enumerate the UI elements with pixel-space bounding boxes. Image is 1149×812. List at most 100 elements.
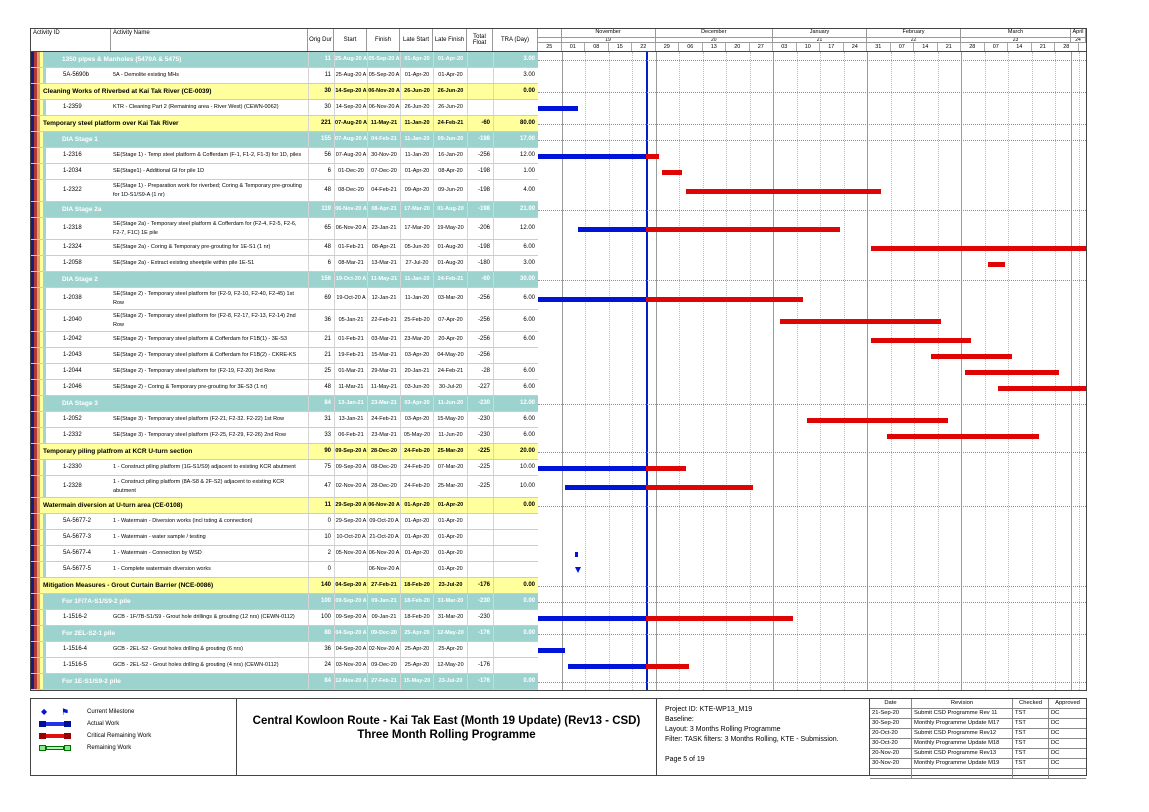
wbs-stripe xyxy=(37,52,40,67)
cell-activity-name: GCB - 2EL-S2 - Grout holes drilling & gr… xyxy=(111,642,308,657)
cell-total-float: -256 xyxy=(467,332,493,347)
cell-late-start: 25-Apr-20 xyxy=(400,626,433,641)
cell-tra xyxy=(493,348,538,363)
activity-row: 5A-5677-5 1 - Complete watermain diversio… xyxy=(31,562,1086,578)
cell-orig-dur: 80 xyxy=(308,626,334,641)
cell-activity-id: 5A-5690b xyxy=(46,68,111,83)
cell-tra xyxy=(493,100,538,115)
wbs-stripe xyxy=(43,546,46,561)
cell-late-finish: 25-Mar-20 xyxy=(433,476,467,497)
cell-group-name: DIA Stage 1 xyxy=(43,132,308,147)
cell-start: 06-Nov-20 A xyxy=(334,202,367,217)
week-gridline xyxy=(608,52,610,690)
wbs-stripe xyxy=(40,562,43,577)
cell-activity-name: 1 - Complete watermain diversion works xyxy=(111,562,308,577)
wbs-stripe xyxy=(37,642,40,657)
cell-start: 25-Aug-20 A xyxy=(334,52,367,67)
wbs-stripe xyxy=(34,68,37,83)
wbs-stripe xyxy=(40,610,43,625)
column-header: Activity ID xyxy=(31,29,111,51)
cell-activity-name: GCB - 1F/7B-S1/S9 - Grout hole drillings… xyxy=(111,610,308,625)
wbs-stripe xyxy=(34,116,37,131)
cell-total-float: -230 xyxy=(467,428,493,443)
row-left: 1-2044 SE(Stage 2) - Temporary steel plat… xyxy=(31,364,538,380)
revision-cell: Monthly Programme Update M17 xyxy=(912,719,1013,728)
wbs-stripe xyxy=(34,444,37,459)
wbs-stripe xyxy=(34,218,37,239)
row-left: 1350 pipes & Manholes (5470A & 5475) 11 25… xyxy=(31,52,538,68)
wbs-stripe xyxy=(43,148,46,163)
cell-tra: 6.00 xyxy=(493,412,538,427)
cell-tra: 6.00 xyxy=(493,364,538,379)
month-gridline xyxy=(1071,52,1072,690)
week-label: 15 xyxy=(609,43,632,51)
cell-activity-name: SE(Stage 3) - Temporary steel platform (… xyxy=(111,412,308,427)
wbs-stripe xyxy=(31,626,34,641)
week-gridline xyxy=(702,52,704,690)
activity-row: 1-2043 SE(Stage 2) - Temporary steel plat… xyxy=(31,348,1086,364)
cell-orig-dur: 10 xyxy=(308,530,334,545)
cell-activity-id: 1-1516-4 xyxy=(46,642,111,657)
revision-cell: DC xyxy=(1051,750,1060,756)
wbs-stripe xyxy=(31,240,34,255)
wbs-stripe xyxy=(34,658,37,673)
cell-finish: 06-Nov-20 A xyxy=(367,498,400,513)
wbs-stripe xyxy=(40,412,43,427)
wbs-stripe xyxy=(37,498,40,513)
cell-total-float xyxy=(467,100,493,115)
cell-late-finish: 01-Aug-20 xyxy=(433,240,467,255)
cell-orig-dur: 11 xyxy=(308,498,334,513)
gantt-chart-cell xyxy=(538,412,1086,428)
cell-activity-name: 1 - Construct piling platform (8A-S8 & 2… xyxy=(111,476,308,497)
cell-total-float xyxy=(467,52,493,67)
cell-finish: 21-Oct-20 A xyxy=(367,530,400,545)
wbs-stripe xyxy=(31,476,34,497)
row-left: 1-2324 SE(Stage 2a) - Coring & Temporary … xyxy=(31,240,538,256)
wbs-stripe xyxy=(37,514,40,529)
wbs-stripe xyxy=(34,310,37,331)
cell-orig-dur: 0 xyxy=(308,514,334,529)
cell-late-start: 01-Apr-20 xyxy=(400,514,433,529)
month-band: April xyxy=(1071,29,1086,37)
actual-bar xyxy=(538,296,646,302)
cell-start: 01-Dec-20 xyxy=(334,164,367,179)
cell-start: 05-Jan-21 xyxy=(334,310,367,331)
cell-orig-dur: 84 xyxy=(308,396,334,411)
cell-orig-dur: 30 xyxy=(308,84,334,99)
gantt-chart-cell xyxy=(538,578,1086,594)
cell-late-finish: 09-Jun-20 xyxy=(433,180,467,201)
wbs-stripe xyxy=(43,658,46,673)
cell-late-finish: 01-Apr-20 xyxy=(433,530,467,545)
month-band: December xyxy=(656,29,773,37)
cell-late-finish: 15-May-20 xyxy=(433,412,467,427)
actual-bar xyxy=(568,663,646,669)
cell-activity-id: 5A-5677-2 xyxy=(46,514,111,529)
gantt-chart-cell xyxy=(538,148,1086,164)
wbs-stripe xyxy=(43,428,46,443)
month-gridline xyxy=(773,52,774,690)
title-block: Central Kowloon Route - Kai Tak East (Mo… xyxy=(236,699,656,775)
cell-tra: 0.00 xyxy=(493,674,538,689)
wbs-stripe xyxy=(34,272,37,287)
cell-finish: 11-May-21 xyxy=(367,272,400,287)
cell-late-start: 05-May-20 xyxy=(400,428,433,443)
wbs-stripe xyxy=(40,674,43,689)
activity-row: 1-1516-5 GCB - 2EL-S2 - Grout holes drill… xyxy=(31,658,1086,674)
wbs-stripe xyxy=(31,52,34,67)
month-band xyxy=(538,29,562,37)
cell-tra: 12.00 xyxy=(493,396,538,411)
week-label: 17 xyxy=(820,43,844,51)
cell-total-float: -198 xyxy=(467,164,493,179)
cell-total-float xyxy=(467,562,493,577)
wbs-stripe xyxy=(31,348,34,363)
cell-group-name: DIA Stage 3 xyxy=(43,396,308,411)
gantt-chart-cell xyxy=(538,348,1086,364)
revision-row: 20-Oct-20 Submit CSD Programme Rev12 TST DC xyxy=(870,729,1086,739)
wbs-stripe xyxy=(31,514,34,529)
cell-late-start: 18-Feb-20 xyxy=(400,594,433,609)
cell-total-float: -180 xyxy=(467,256,493,271)
wbs-stripe xyxy=(31,396,34,411)
wbs-stripe xyxy=(31,530,34,545)
project-info: Project ID: KTE-WP13_M19 Baseline: Layou… xyxy=(656,699,869,775)
wbs-stripe xyxy=(31,148,34,163)
